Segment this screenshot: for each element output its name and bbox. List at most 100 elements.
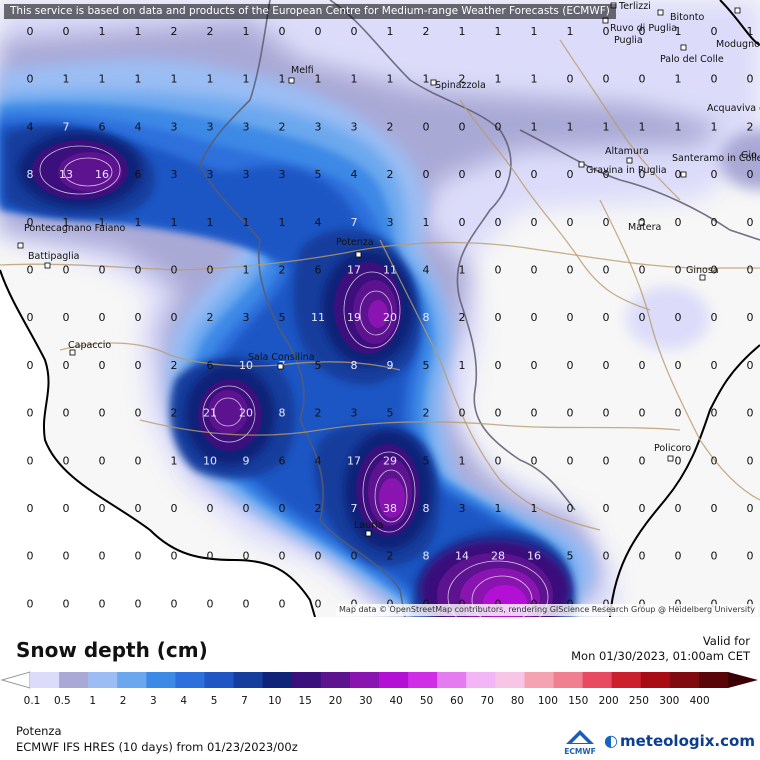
svg-text:Matera: Matera [628, 222, 661, 233]
grid-value: 0 [27, 502, 34, 515]
svg-text:Acquaviva delle Fonti: Acquaviva delle Fonti [707, 103, 760, 114]
coastline [0, 0, 760, 617]
city-lauria: Lauria [354, 520, 384, 537]
grid-value: 1 [531, 73, 538, 86]
grid-value: 1 [711, 120, 718, 133]
region-borders [199, 0, 760, 617]
grid-value: 0 [639, 407, 646, 420]
grid-value: 0 [99, 454, 106, 467]
grid-value: 0 [747, 502, 754, 515]
snow-band-7 [5, 125, 575, 617]
grid-value: 0 [243, 597, 250, 610]
colorbar-tick-label: 1 [89, 695, 96, 707]
grid-value: 0 [243, 502, 250, 515]
grid-value: 1 [567, 120, 574, 133]
grid-values: 0 0 1 1 2 2 1 0 0 0 1 2 1 1 1 1 0 0 1 0 10 1 1 1 1 1 1 1 1 1 1 1 2 1 1 0 0 0 1… [27, 25, 754, 610]
colorbar-tick-label: 0.1 [24, 695, 41, 707]
model-run-label: ECMWF IFS HRES (10 days) from 01/23/2023… [16, 740, 298, 754]
svg-text:Terlizzi: Terlizzi [618, 1, 651, 12]
grid-value: 1 [207, 216, 214, 229]
grid-value: 1 [135, 216, 142, 229]
grid-value: 2 [423, 25, 430, 38]
grid-value: 0 [567, 168, 574, 181]
colorbar-tick-label: 15 [298, 695, 311, 707]
grid-value: 0 [531, 359, 538, 372]
colorbar-tick-label: 3 [150, 695, 157, 707]
grid-value: 0 [603, 73, 610, 86]
grid-value: 0 [603, 407, 610, 420]
grid-value: 0 [711, 25, 718, 38]
roads [0, 39, 760, 531]
grid-value: 0 [747, 216, 754, 229]
grid-value: 1 [63, 73, 70, 86]
grid-value: 0 [99, 407, 106, 420]
grid-value: 1 [531, 25, 538, 38]
colorbar-segment [117, 672, 147, 688]
grid-value: 0 [279, 502, 286, 515]
grid-value: 6 [135, 168, 142, 181]
grid-value: 0 [747, 597, 754, 610]
grid-value: 2 [459, 311, 466, 324]
grid-value: 0 [99, 359, 106, 372]
grid-value: 21 [203, 407, 217, 420]
ecmwf-logo: ECMWF [564, 730, 596, 756]
grid-value: 0 [63, 502, 70, 515]
grid-value: 14 [455, 550, 469, 563]
grid-value: 0 [351, 550, 358, 563]
grid-value: 0 [711, 407, 718, 420]
snow-depth-map[interactable]: 0 0 1 1 2 2 1 0 0 0 1 2 1 1 1 1 0 0 1 0 10 1 1 1 1 1 1 1 1 1 1 1 2 1 1 0 0 0 1… [0, 0, 760, 617]
grid-value: 0 [459, 216, 466, 229]
svg-text:Spinazzola: Spinazzola [435, 80, 486, 91]
grid-value: 0 [459, 407, 466, 420]
svg-text:ECMWF: ECMWF [564, 747, 596, 756]
grid-value: 1 [459, 359, 466, 372]
colorbar-segment [669, 672, 700, 688]
grid-value: 0 [27, 454, 34, 467]
colorbar-tick-label: 0.5 [54, 695, 71, 707]
colorbar-segment [466, 672, 496, 688]
grid-value: 0 [495, 264, 502, 277]
grid-value: 0 [27, 597, 34, 610]
svg-text:Puglia: Puglia [614, 35, 643, 46]
grid-value: 1 [675, 25, 682, 38]
grid-value: 0 [495, 216, 502, 229]
grid-value: 0 [459, 120, 466, 133]
grid-value: 0 [207, 264, 214, 277]
grid-value: 0 [603, 311, 610, 324]
grid-value: 6 [315, 264, 322, 277]
city-spinazzola: Spinazzola [430, 79, 486, 91]
grid-value: 0 [63, 407, 70, 420]
colorbar-segment [146, 672, 176, 688]
grid-value: 9 [243, 454, 250, 467]
grid-value: 0 [675, 407, 682, 420]
grid-value: 0 [63, 597, 70, 610]
meteologix-brand[interactable]: ◐ meteologix.com [604, 731, 755, 750]
grid-value: 1 [135, 25, 142, 38]
colorbar-segment [291, 672, 322, 688]
grid-value: 0 [351, 597, 358, 610]
grid-value: 0 [27, 359, 34, 372]
grid-value: 0 [567, 264, 574, 277]
grid-value: 0 [603, 597, 610, 610]
grid-value: 29 [383, 454, 397, 467]
grid-value: 0 [711, 359, 718, 372]
grid-value: 2 [459, 73, 466, 86]
svg-text:Capaccio: Capaccio [68, 340, 111, 351]
colorbar-segment [698, 672, 729, 688]
grid-value: 2 [279, 264, 286, 277]
grid-value: 0 [171, 550, 178, 563]
grid-value: 0 [27, 25, 34, 38]
grid-value: 0 [711, 216, 718, 229]
grid-value: 0 [495, 168, 502, 181]
legend-title: Snow depth (cm) [16, 638, 208, 662]
grid-value: 0 [423, 120, 430, 133]
grid-value: 11 [311, 311, 325, 324]
svg-text:Altamura: Altamura [605, 146, 649, 157]
colorbar-tick-label: 100 [538, 695, 558, 707]
grid-value: 3 [171, 168, 178, 181]
grid-value: 2 [387, 168, 394, 181]
grid-value: 1 [171, 216, 178, 229]
grid-value: 4 [423, 264, 430, 277]
grid-value: 0 [531, 597, 538, 610]
city-modugno: Modugno [716, 7, 760, 50]
